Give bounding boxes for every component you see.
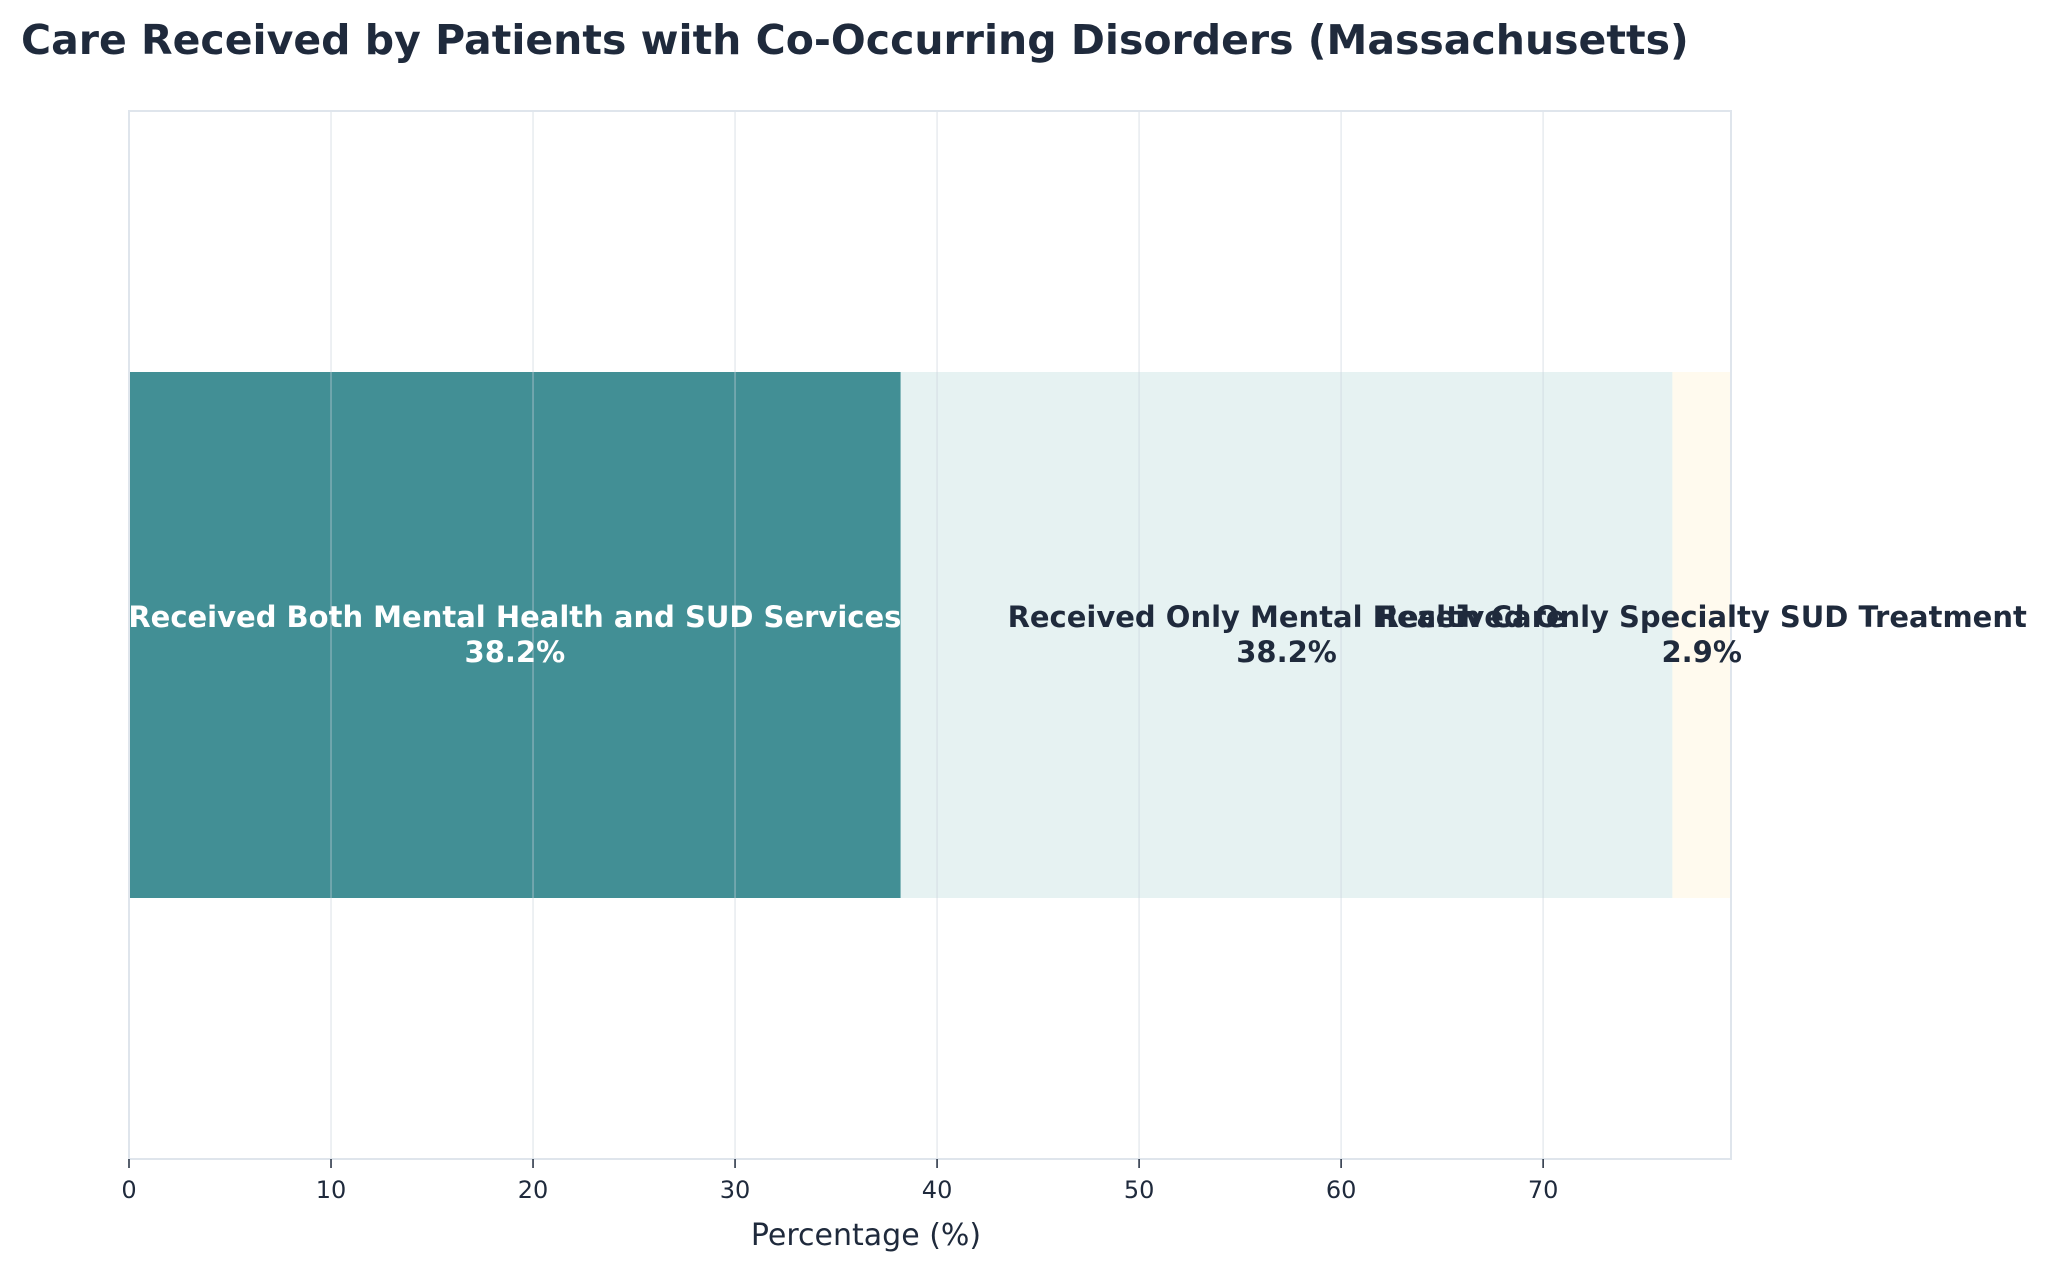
tick-label-60: 60 [1326, 1176, 1357, 1204]
x-axis-label: Percentage (%) [751, 1218, 981, 1253]
bar-segment-1 [129, 372, 901, 898]
segment-value-label-3: 2.9% [1661, 635, 1741, 669]
segment-value-label-1: 38.2% [465, 635, 566, 669]
tick-label-30: 30 [720, 1176, 751, 1204]
segment-name-label-3: Received Only Specialty SUD Treatment [1377, 600, 2027, 634]
tick-label-0: 0 [121, 1176, 136, 1204]
chart-title: Care Received by Patients with Co-Occurr… [21, 16, 1689, 64]
x-axis-ticks: 0 10 20 30 40 50 60 70 [121, 1159, 1558, 1204]
tick-label-50: 50 [1124, 1176, 1155, 1204]
tick-label-20: 20 [518, 1176, 549, 1204]
segment-name-label-2: Received Only Mental Health Care [1008, 600, 1566, 634]
bar-segments [129, 372, 1731, 898]
segment-name-label-1: Received Both Mental Health and SUD Serv… [128, 600, 901, 634]
plot-frame [128, 110, 1732, 1160]
bar-segment-3 [1672, 372, 1731, 898]
bar-segment-2 [900, 372, 1673, 898]
tick-label-70: 70 [1528, 1176, 1559, 1204]
segment-labels: Received Both Mental Health and SUD Serv… [128, 600, 2027, 669]
segment-value-label-2: 38.2% [1236, 635, 1337, 669]
tick-label-10: 10 [316, 1176, 347, 1204]
tick-label-40: 40 [922, 1176, 953, 1204]
